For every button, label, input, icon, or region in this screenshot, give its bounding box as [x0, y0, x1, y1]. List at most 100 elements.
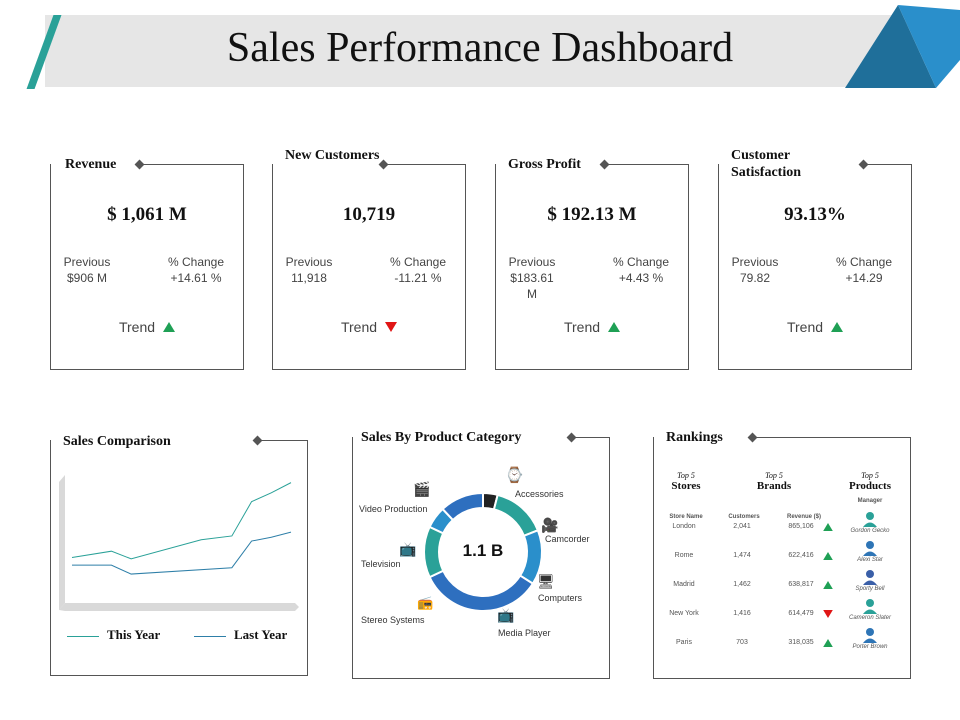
previous-block: Previous 11,918 — [285, 255, 333, 285]
card-title: Rankings — [666, 430, 723, 445]
trend-indicator: Trend — [273, 319, 465, 335]
trend-up-icon — [823, 523, 833, 531]
manager-avatar-icon — [863, 570, 877, 585]
accessories-icon: ⌚ — [505, 467, 524, 484]
label-camcorder: Camcorder — [545, 534, 590, 544]
card-title: Customer Satisfaction — [731, 148, 801, 180]
row-customers: 2,041 — [733, 523, 751, 530]
media-player-icon: 📺 — [497, 607, 515, 623]
camcorder-icon: 🎥 — [541, 517, 559, 533]
kpi-card-gross-profit: Gross Profit $ 192.13 M Previous $183.61 … — [495, 157, 689, 370]
card-title: Sales By Product Category — [361, 430, 522, 445]
row-manager: Alexi Star — [857, 557, 883, 563]
corner-decoration — [845, 5, 960, 88]
kpi-card-revenue: Revenue $ 1,061 M Previous $906 M % Chang… — [50, 157, 244, 370]
sales-comparison-chart — [59, 475, 299, 611]
card-title: New Customers — [285, 148, 380, 163]
previous-block: Previous 79.82 — [731, 255, 779, 285]
legend-this-year: This Year — [67, 627, 160, 643]
label-television: Television — [361, 559, 401, 569]
products-heading: Top 5 Products — [849, 471, 891, 492]
legend-last-year: Last Year — [194, 627, 287, 643]
change-block: % Change +4.43 % — [612, 255, 670, 285]
row-store: Rome — [674, 552, 694, 559]
kpi-value: $ 1,061 M — [107, 204, 187, 225]
row-manager: Sporty Bell — [855, 586, 885, 592]
series-line-last-year — [72, 531, 292, 575]
row-manager: Porter Brown — [852, 644, 888, 650]
trend-up-icon — [823, 581, 833, 589]
row-revenue: 865,106 — [788, 523, 814, 530]
header-revenue: Revenue ($) — [786, 514, 821, 520]
row-store: Madrid — [673, 581, 695, 588]
sales-comparison-card: Sales Comparison This Year Last Year — [50, 434, 308, 676]
rankings-card: Rankings Top 5 Stores Top 5 Brands Top 5 Pr… — [653, 430, 911, 679]
row-customers: 1,474 — [733, 552, 751, 559]
title-banner — [45, 15, 915, 87]
donut-slice-4 — [423, 525, 445, 579]
donut-slice-6 — [441, 491, 484, 522]
header-customers: Customers — [728, 514, 760, 520]
row-store: London — [672, 523, 696, 530]
kpi-card-new-customers: New Customers 10,719 Previous 11,918 % Ch… — [272, 148, 466, 370]
stereo-icon: 📻 — [417, 595, 434, 610]
computer-icon: 🖥 — [537, 573, 555, 589]
row-manager: Cameron Slater — [848, 615, 892, 621]
label-computers: Computers — [538, 593, 583, 603]
row-store: New York — [669, 610, 699, 617]
donut-center-label: 1.1 B — [462, 541, 504, 560]
trend-down-icon — [385, 322, 398, 332]
manager-avatar-icon — [863, 599, 877, 614]
label-video-production: Video Production — [359, 504, 428, 514]
manager-avatar-icon — [863, 541, 877, 556]
trend-down-icon — [823, 610, 833, 618]
stores-heading: Top 5 Stores — [671, 471, 701, 492]
trend-indicator: Trend — [51, 319, 243, 335]
kpi-value: $ 192.13 M — [547, 204, 637, 225]
product-category-card: Sales By Product Category 1.1 B Accessor… — [352, 430, 610, 679]
header-manager: Manager — [857, 498, 883, 504]
card-title: Revenue — [65, 157, 117, 172]
card-title: Gross Profit — [508, 157, 581, 172]
row-revenue: 638,817 — [788, 581, 814, 588]
card-title: Sales Comparison — [63, 434, 171, 449]
row-customers: 1,462 — [733, 581, 751, 588]
series-line-this-year — [71, 482, 292, 560]
donut-slice-1 — [492, 493, 540, 538]
label-media-player: Media Player — [498, 628, 551, 638]
trend-indicator: Trend — [496, 319, 688, 335]
previous-block: Previous $183.61 M — [508, 255, 556, 301]
television-icon: 📺 — [399, 541, 417, 557]
change-block: % Change +14.29 — [835, 255, 893, 285]
row-manager: Gordon Gecko — [850, 528, 890, 534]
label-stereo-systems: Stereo Systems — [361, 615, 425, 625]
row-customers: 1,416 — [733, 610, 751, 617]
trend-up-icon — [823, 552, 833, 560]
trend-up-icon — [608, 322, 621, 332]
row-revenue: 622,416 — [788, 552, 814, 559]
kpi-value: 93.13% — [784, 204, 846, 225]
row-revenue: 318,035 — [788, 639, 814, 646]
row-store: Paris — [676, 639, 692, 646]
header-store-name: Store Name — [669, 514, 703, 520]
x-axis — [59, 603, 299, 611]
trend-up-icon — [823, 639, 833, 647]
row-revenue: 614,479 — [788, 610, 814, 617]
trend-indicator: Trend — [719, 319, 911, 335]
label-accessories: Accessories — [515, 489, 564, 499]
change-block: % Change -11.21 % — [389, 255, 447, 285]
manager-avatar-icon — [863, 628, 877, 643]
trend-up-icon — [831, 322, 844, 332]
kpi-card-customer-satisfaction: Customer Satisfaction 93.13% Previous 79.… — [718, 148, 912, 370]
category-donut-chart — [423, 491, 543, 612]
row-customers: 703 — [736, 639, 748, 646]
kpi-value: 10,719 — [342, 204, 396, 225]
donut-slice-3 — [428, 569, 535, 612]
video-production-icon: 🎬 — [413, 481, 431, 497]
change-block: % Change +14.61 % — [167, 255, 225, 285]
trend-up-icon — [163, 322, 176, 332]
y-axis — [59, 475, 65, 610]
page-title: Sales Performance Dashboard — [226, 25, 734, 71]
brands-heading: Top 5 Brands — [756, 471, 792, 492]
manager-avatar-icon — [863, 512, 877, 527]
